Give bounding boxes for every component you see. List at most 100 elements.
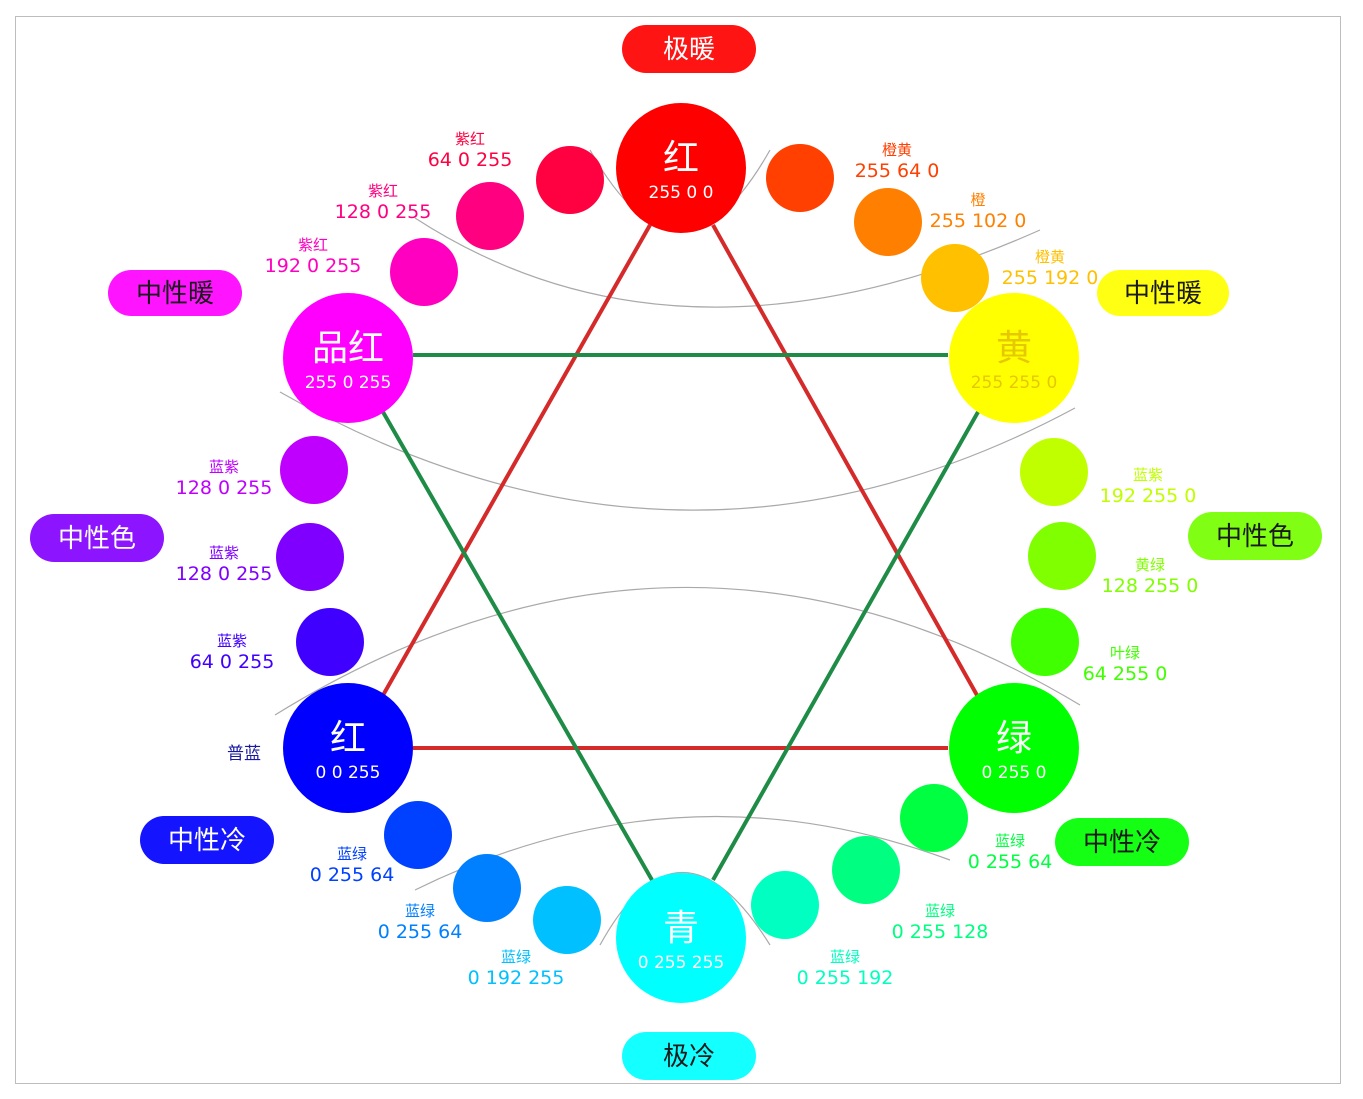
cool-line-magenta-cyan <box>381 411 654 881</box>
zone-pill-label: 中性暖 <box>136 279 214 309</box>
swatch-g-c1: 蓝绿0 255 64 <box>900 784 1052 873</box>
zone-pill-right-lower: 中性冷 <box>1055 818 1189 866</box>
swatch-rgb: 128 0 255 <box>176 563 273 585</box>
zone-pill-bottom: 极冷 <box>622 1032 756 1080</box>
zone-pill-background <box>622 25 756 73</box>
swatch-circle <box>854 188 922 256</box>
swatch-name: 叶绿 <box>1110 644 1140 662</box>
zone-pill-label: 中性暖 <box>1124 279 1202 309</box>
swatch-circle <box>296 608 364 676</box>
swatch-rgb: 0 255 128 <box>892 921 989 943</box>
swatch-name: 紫红 <box>455 130 485 148</box>
swatch-rgb: 255 64 0 <box>855 160 940 182</box>
primary-circle <box>283 293 413 423</box>
primary-rgb: 255 0 0 <box>649 183 714 203</box>
swatch-rgb: 0 255 64 <box>378 921 463 943</box>
zone-pill-background <box>622 1032 756 1080</box>
primary-yellow: 黄 255 255 0 <box>949 293 1079 423</box>
primary-colors: 红 255 0 0 黄 255 255 0 绿 0 255 0 青 0 255 255 红 0 0… <box>283 103 1079 1003</box>
swatch-rgb: 64 0 255 <box>428 149 513 171</box>
primary-rgb: 0 255 0 <box>982 763 1047 783</box>
swatch-name: 橙 <box>970 191 985 209</box>
swatch-rgb: 0 255 64 <box>310 864 395 886</box>
zone-pill-left-upper: 中性暖 <box>108 270 242 316</box>
primary-rgb: 0 255 255 <box>638 953 725 973</box>
swatch-circle <box>276 523 344 591</box>
zone-pill-label: 中性冷 <box>1083 828 1161 858</box>
swatch-rgb: 64 0 255 <box>190 651 275 673</box>
swatch-rgb: 64 255 0 <box>1083 663 1168 685</box>
swatch-circle <box>536 146 604 214</box>
primary-cyan: 青 0 255 255 <box>616 873 746 1003</box>
primary-rgb: 255 255 0 <box>971 373 1058 393</box>
swatch-circle <box>900 784 968 852</box>
arc-bottom-inner <box>599 872 771 946</box>
primary-name: 绿 <box>996 718 1032 759</box>
swatch-name: 紫红 <box>298 236 328 254</box>
swatch-circle <box>280 436 348 504</box>
swatch-c-b2: 蓝绿0 255 64 <box>378 854 521 943</box>
swatch-circle <box>1020 438 1088 506</box>
zone-pill-background <box>30 514 164 562</box>
zone-pill-left-mid: 中性色 <box>30 514 164 562</box>
swatch-name: 橙黄 <box>1035 248 1065 266</box>
swatch-rgb: 128 0 255 <box>335 201 432 223</box>
zone-pill-right-upper: 中性暖 <box>1097 270 1229 316</box>
primary-name: 黄 <box>996 328 1032 369</box>
swatch-rgb: 192 0 255 <box>265 255 362 277</box>
blue-side-label: 普蓝 <box>227 744 261 764</box>
swatch-rgb: 0 192 255 <box>468 967 565 989</box>
primary-magenta: 品红 255 0 255 <box>283 293 413 423</box>
primary-name: 红 <box>330 718 366 759</box>
primary-name: 红 <box>663 138 699 179</box>
warm-line-red-blue <box>380 224 652 698</box>
swatch-rgb: 192 255 0 <box>1100 485 1197 507</box>
swatch-name: 蓝绿 <box>995 832 1025 850</box>
zone-pill-background <box>108 270 242 316</box>
zone-pill-label: 极暖 <box>663 35 715 65</box>
swatch-rgb: 128 0 255 <box>176 477 273 499</box>
diagram-frame <box>15 16 1341 1084</box>
swatch-circle <box>751 871 819 939</box>
swatch-circle <box>456 182 524 250</box>
primary-circle <box>616 103 746 233</box>
primary-name: 青 <box>663 908 699 949</box>
arc-upper <box>279 391 1076 511</box>
swatch-name: 蓝绿 <box>405 902 435 920</box>
zone-pill-left-lower: 中性冷 <box>140 816 274 864</box>
swatch-rgb: 128 255 0 <box>1102 575 1199 597</box>
swatch-name: 蓝绿 <box>501 948 531 966</box>
primary-circle <box>949 293 1079 423</box>
swatch-circle <box>832 836 900 904</box>
primary-rgb: 255 0 255 <box>305 373 392 393</box>
swatch-circle <box>1011 608 1079 676</box>
primary-name: 品红 <box>312 328 384 369</box>
warm-line-red-green <box>711 224 980 698</box>
swatch-name: 紫红 <box>368 182 398 200</box>
swatch-g-c3: 蓝绿0 255 192 <box>751 871 893 989</box>
swatch-c-b3: 蓝绿0 255 64 <box>310 801 452 886</box>
zone-pill-label: 中性色 <box>58 524 136 554</box>
swatch-rgb: 255 192 0 <box>1002 267 1099 289</box>
swatch-name: 蓝紫 <box>1133 466 1163 484</box>
swatch-rgb: 0 255 64 <box>968 851 1053 873</box>
zone-pill-top: 极暖 <box>622 25 756 73</box>
primary-blue: 红 0 0 255 <box>283 683 413 813</box>
swatch-name: 蓝紫 <box>209 544 239 562</box>
zone-pill-background <box>1097 270 1229 316</box>
primary-circle <box>283 683 413 813</box>
swatch-circle <box>453 854 521 922</box>
swatch-circle <box>1028 522 1096 590</box>
primary-rgb: 0 0 255 <box>316 763 381 783</box>
